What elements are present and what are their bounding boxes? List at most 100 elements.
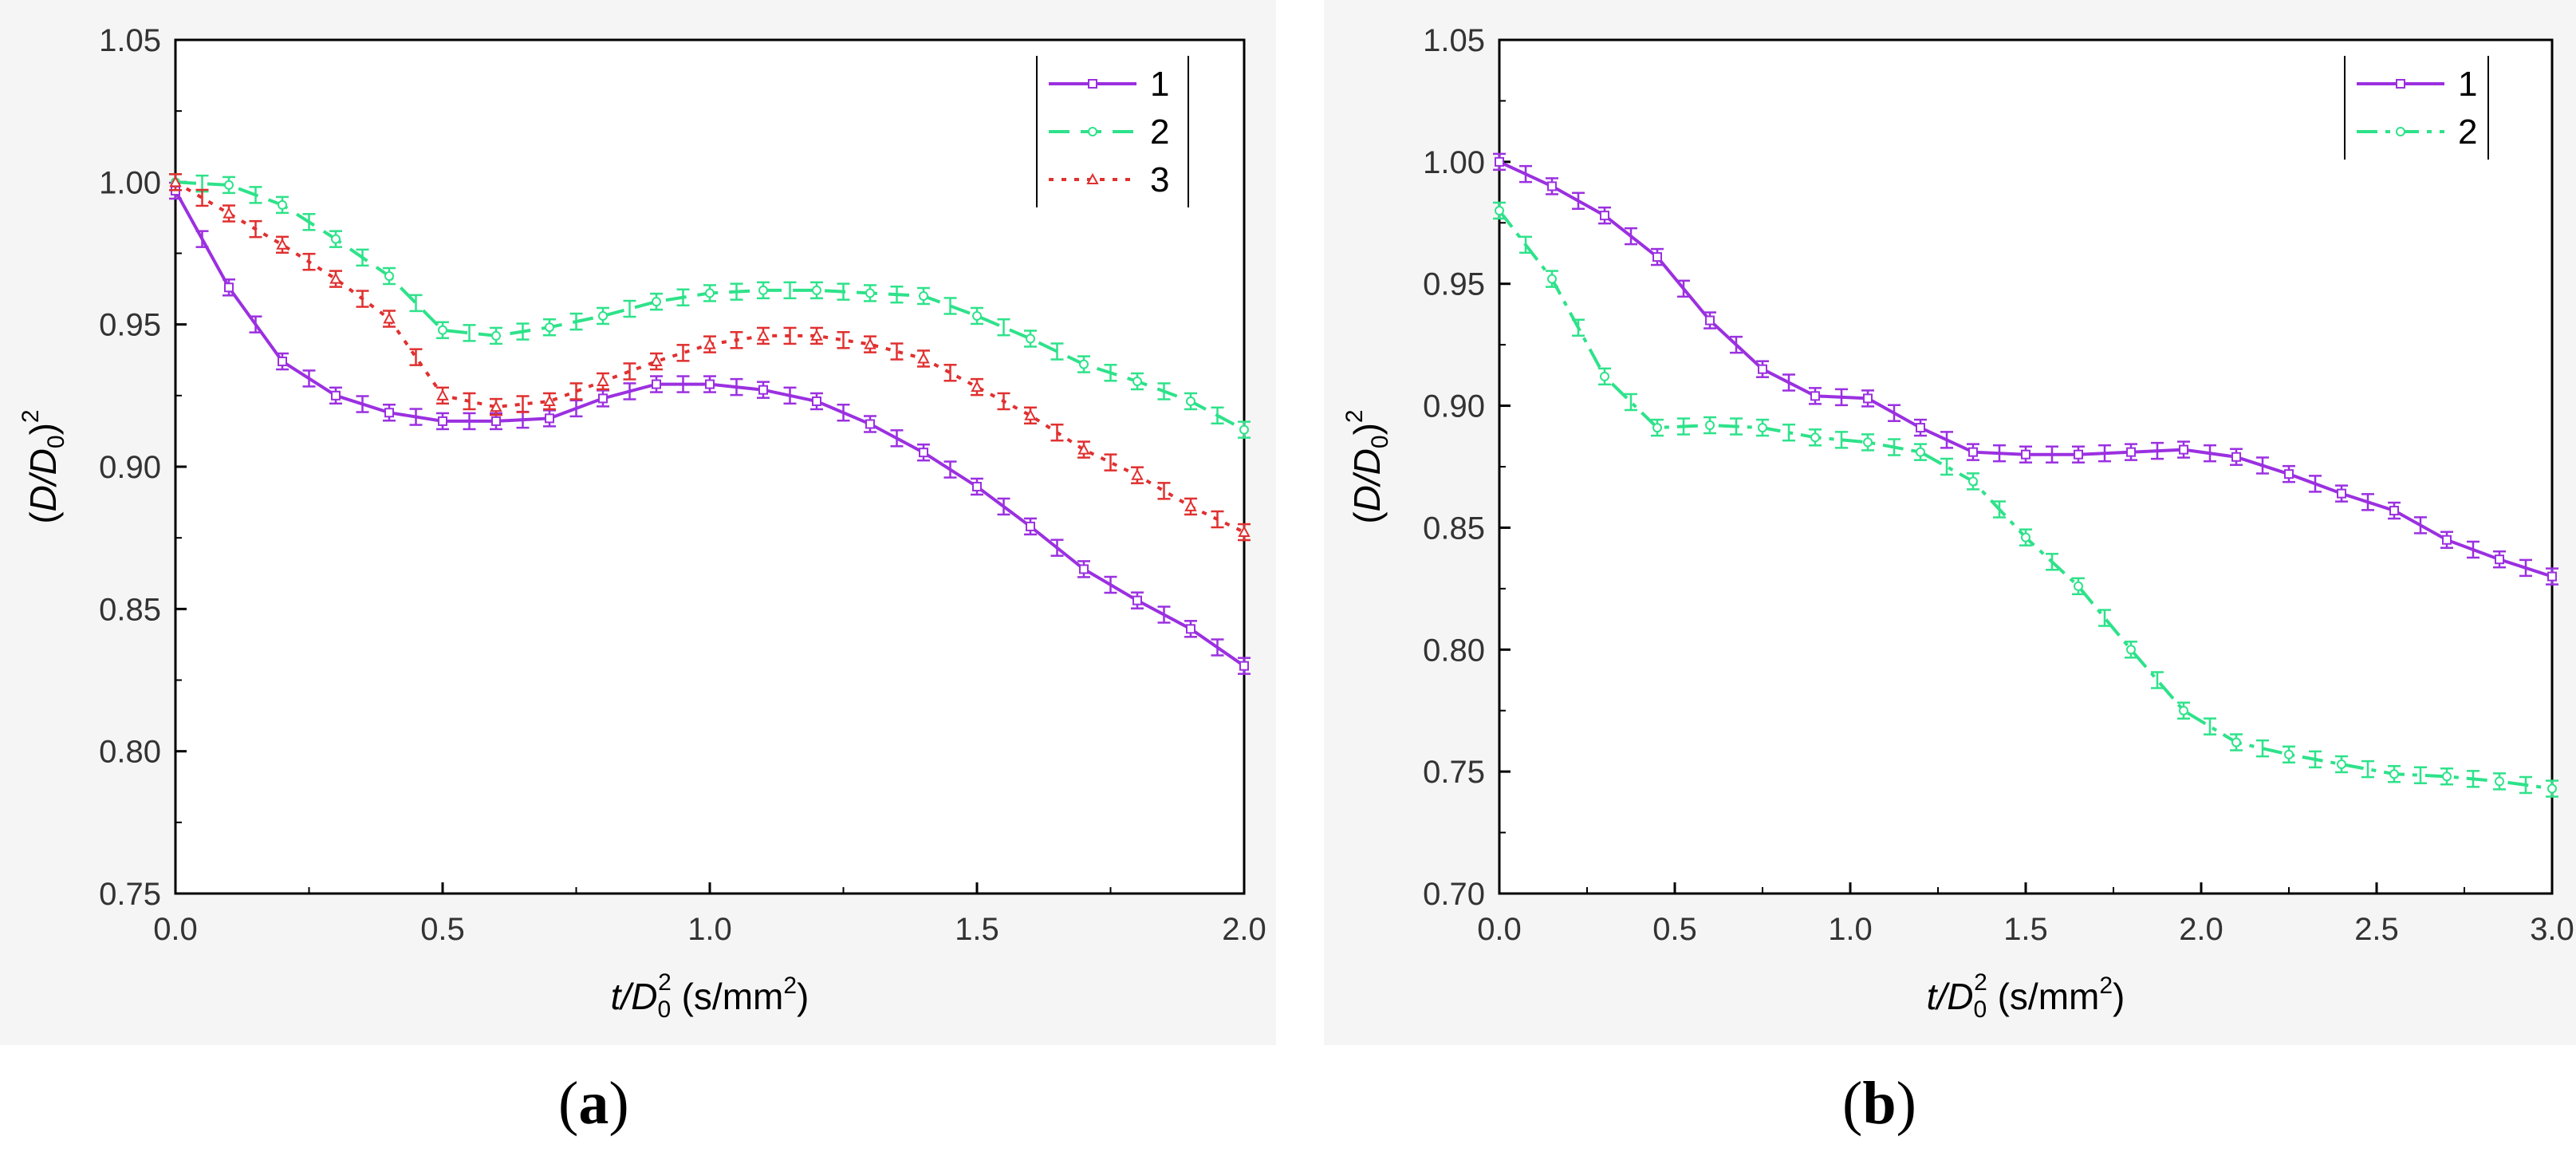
panel-a-ylabel: (D/D0)2 [18,409,69,523]
panel-b-xtick-label: 1.5 [2003,912,2048,947]
panel-a-series-3-point [597,374,609,386]
panel-a-legend-label-2: 2 [1150,112,1169,152]
panel-b-legend: 12 [2344,56,2489,160]
panel-b-ytick-label: 1.05 [1423,23,1485,58]
panel-b-series-1-point [1547,181,1557,191]
panel-a-ytick-label: 0.85 [99,592,161,627]
panel-b-series-1-point [2074,449,2083,460]
panel-a-series-2-point [812,285,821,295]
panel-b-ytick-label: 0.95 [1423,267,1485,302]
panel-a-series-1 [169,181,1251,675]
panel-b-ytick-label: 0.75 [1423,755,1485,790]
panel-b-series-1 [1493,152,2558,586]
panel-a-xlabel: t/D02 (s/mm2) [611,969,809,1023]
panel-a-ytick-label: 0.75 [99,877,161,912]
panel-a-plot-frame [174,38,1246,895]
panel-b-series-1-point [1652,252,1662,262]
panel-a-series-1-point [224,282,234,293]
panel-b-xtick-label: 0.0 [1477,912,1522,947]
panel-a-series-1-point [919,448,928,458]
panel-b-series-1-point [1495,156,1504,167]
panel-a-legend: 1 2 3 [1036,56,1189,207]
panel-a-series-1-point [331,390,341,400]
panel-b-legend-label-2: 2 [2458,112,2477,152]
panel-b-series-1-point [2231,452,2241,462]
panel-b-series-2-point [1495,206,1504,215]
panel-b-series-1-point [2495,554,2504,565]
panel-b-series-1-point [2442,535,2452,545]
panel-b-series-2-point [2442,771,2452,782]
panel-b-xtick-label: 3.0 [2530,912,2574,947]
panel-a-series-1-point [438,416,447,426]
panel-a-legend-label-3: 3 [1150,160,1169,199]
panel-a-series-3-point [383,312,396,324]
panel-a-plot: 0.0 0.5 1.0 1.5 2.0 0.75 0.80 0.85 0.90 0.95 1.00 1… [18,23,1266,1023]
panel-a-series-3-point [169,176,182,187]
panel-a-series-2-point [545,322,554,333]
panel-a-series-2-point [1026,333,1035,344]
panel-a-series-3-point [917,352,930,364]
panel-b-series-2-point [1968,476,1978,487]
panel-b-ytick-label: 0.85 [1423,511,1485,546]
panel-a-series-3-point [810,329,823,341]
panel-a-series-2-point [331,234,341,244]
panel-a-ytick-label: 1.05 [99,23,161,58]
panel-label-a-letter: a [578,1070,609,1137]
panel-b-ytick-label: 0.80 [1423,633,1485,668]
panel-a-series-3-point [864,337,876,349]
panel-b-series-2-point [2547,783,2557,794]
panel-b-series-1-point [2547,571,2557,582]
panel-a-series-2-point [491,330,501,341]
panel-b-xlabel: t/D02 (s/mm2) [1927,969,2125,1023]
panel-a-series-3-point [1131,468,1144,480]
panel-a-series-1-point [865,419,875,429]
panel-a-xtick-label: 1.5 [955,912,999,947]
panel-b-series-2-point [1916,447,1925,457]
panel-a-xtick-label: 0.5 [420,912,465,947]
panel-a-series-3 [169,173,1251,542]
panel-label-b: (b) [1842,1070,1916,1137]
panel-a-series-1-point [705,379,715,389]
panel-b-legend-marker-1 [2396,79,2405,89]
panel-b-series-1-point [1810,391,1820,401]
panel-a-series-3-point [276,238,289,250]
panel-b-series-2-point [2337,759,2346,769]
panel-b-series-2-point [2231,737,2241,748]
panel-b-series-1-point [2337,488,2346,499]
panel-a-series-2-point [224,180,234,190]
panel-b-series-1-point [1705,315,1715,325]
panel-a-series-1-point [1026,521,1035,531]
panel-a-series-2-point [652,297,661,307]
panel-a-series-2-point [758,285,768,295]
panel-a-ytick-label: 0.95 [99,308,161,343]
panel-a-xtick-label: 2.0 [1222,912,1266,947]
panel-a-ytick-label: 1.00 [99,165,161,200]
panel-b-series-1-point [2126,447,2136,457]
panel-a-series-2-point [278,199,287,210]
panel-a-series-2-point [598,310,608,321]
panel-b-ytick-label: 0.70 [1423,877,1485,912]
panel-b-series-2-point [1863,437,1873,448]
panel-b-ylabel: (D/D0)2 [1341,409,1393,523]
panel-b-plot: 0.0 0.5 1.0 1.5 2.0 2.5 3.0 0.70 0.75 0.80 0.85 0.9… [1341,23,2574,1023]
panel-a-series-2-point [438,325,447,335]
panel-b-series-1-point [2389,506,2399,516]
panel-b-series-2 [1493,201,2558,798]
panel-a-series-1-point [812,396,821,406]
panel-a-series-2-point [1079,359,1089,369]
panel-a-ytick-label: 0.90 [99,450,161,485]
panel-b-ytick-label: 1.00 [1423,145,1485,180]
panel-a-series-3-point [543,394,556,406]
panel-b-series-2-point [2495,776,2504,787]
panel-a-series-2-point [1186,396,1195,406]
panel-a-ytick-label: 0.80 [99,735,161,770]
panel-b-legend-label-1: 1 [2458,65,2477,104]
panel-a-series-2-point [384,271,394,282]
panel-a-series-1-point [1239,661,1249,671]
panel-a-series-3-point [703,337,716,349]
panel-a-series-2-point [865,288,875,298]
panel-b-series-2-point [1547,274,1557,284]
panel-b-series-1-point [2284,469,2294,479]
panel-a-series-1-point [1132,595,1142,606]
